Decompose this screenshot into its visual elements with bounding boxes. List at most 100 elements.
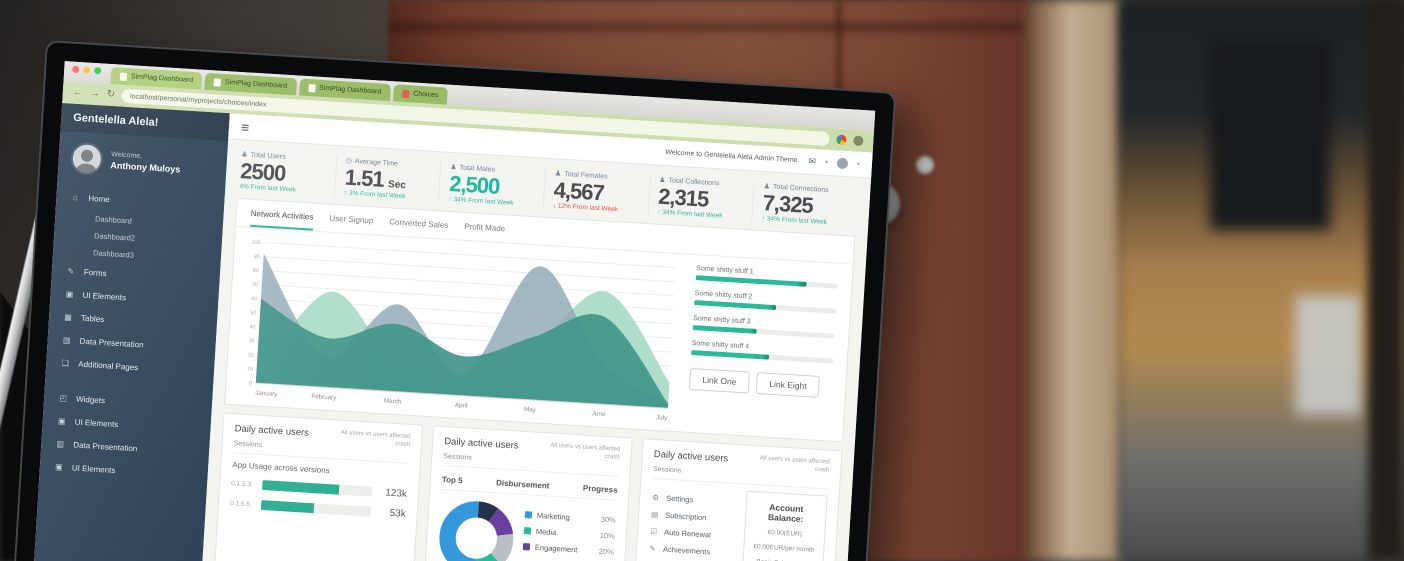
svg-text:40: 40 (249, 324, 255, 330)
background-door-frame (1026, 0, 1122, 561)
card-settings: Daily active users All users vs users af… (631, 438, 843, 561)
svg-text:80: 80 (253, 268, 259, 274)
progress-item: Some shitty stuff 4 (690, 340, 834, 364)
browser-tab[interactable]: Choices (392, 84, 448, 105)
svg-text:30: 30 (248, 339, 254, 345)
stat-tile-total-users: ♟ Total Users 2500 4% From last Week (237, 150, 336, 196)
background-dark-frame (1210, 40, 1330, 230)
app-usage-row: 0.1.5.3 123k (231, 478, 407, 500)
data-presentation-icon: ▥ (56, 439, 65, 449)
col-top5[interactable]: Top 5 (441, 474, 463, 486)
sidebar-item-label: Data Presentation (73, 440, 138, 454)
setting-label: Settings (665, 493, 694, 505)
setting-item-auto-renewal[interactable]: ☑ Auto Renewal (649, 527, 735, 541)
close-window-icon[interactable] (72, 65, 80, 73)
avatar (69, 141, 104, 176)
sidebar-item-label: Forms (83, 267, 107, 279)
setting-item-subscription[interactable]: ▤ Subscription (650, 510, 736, 524)
donut-chart (436, 498, 516, 561)
additional-pages-icon: ❏ (61, 358, 70, 368)
usage-track (261, 480, 373, 498)
app-usage-rows: 0.1.5.3 123k 0.1.5.5 53k (230, 478, 407, 520)
progress-fill (694, 300, 777, 311)
ui-elements-icon: ▣ (65, 289, 74, 300)
progress-fill (692, 325, 757, 335)
progress-item: Some shitty stuff 3 (692, 315, 835, 339)
setting-label: Auto Renewal (663, 527, 712, 540)
progress-fill (690, 350, 770, 361)
legend-swatch (523, 527, 532, 535)
main-content: ≡ Welcome to Gentelella Alela Admin Them… (195, 113, 873, 561)
tables-icon: ▦ (64, 312, 73, 323)
tab-favicon-icon (307, 83, 316, 93)
usage-fill (260, 500, 314, 514)
sidebar-menu: ⌂ Home Dashboard Dashboard2 Dashboard3 ✎ Forms… (39, 181, 225, 492)
refresh-icon[interactable]: ↻ (106, 88, 116, 101)
minimize-window-icon[interactable] (83, 65, 91, 74)
account-balance-box: Account Balance: €0.00(EUR) €0.00EUR/per… (741, 490, 828, 561)
usage-track (260, 500, 372, 518)
account-balance-amount: €0.00(EUR) (767, 528, 803, 539)
setting-item-settings[interactable]: ⚙ Settings (651, 493, 737, 507)
stat-unit: Sec (384, 178, 407, 192)
legend-label: Marketing (536, 510, 571, 522)
tab-favicon-icon (213, 77, 222, 87)
usage-value: 53k (389, 507, 407, 520)
sidebar-item-label: Home (88, 193, 110, 205)
progress-item: Some shitty stuff 2 (694, 290, 837, 315)
widgets-icon: ◰ (59, 393, 68, 403)
version-label: 0.1.5.3 (231, 480, 252, 489)
back-icon[interactable]: ← (72, 86, 84, 99)
home-icon: ⌂ (72, 192, 79, 203)
sidebar-item-label: Additional Pages (78, 359, 139, 373)
subscription-icon: ▤ (650, 509, 659, 520)
legend-label: Engagement (534, 542, 578, 555)
panel-sidebar: Some shitty stuff 1 Some shitty stuff 2 So… (672, 263, 840, 439)
laptop: SimPlag Dashboard SimPlag Dashboard SimPla… (8, 40, 897, 561)
legend-row-engagement: Engagement 20% (522, 542, 614, 557)
url-text: localhost/personal/myprojects/choices/in… (129, 92, 267, 109)
tab-converted-sales[interactable]: Converted Sales (388, 217, 449, 231)
usage-fill (261, 480, 340, 496)
maximize-window-icon[interactable] (94, 66, 102, 74)
legend-percent: 30% (600, 514, 617, 525)
navbar-welcome-text: Welcome to Gentelella Alela Admin Theme. (665, 149, 800, 165)
forward-icon[interactable]: → (89, 87, 101, 100)
app-usage-row: 0.1.5.5 53k (230, 498, 406, 520)
settings-icon: ⚙ (652, 492, 660, 503)
svg-text:June: June (592, 411, 606, 419)
col-progress[interactable]: Progress (582, 483, 618, 495)
hamburger-icon[interactable]: ≡ (240, 118, 250, 136)
browser-apps-icon[interactable] (836, 134, 847, 146)
svg-text:May: May (524, 406, 537, 414)
forms-icon: ✎ (67, 266, 75, 277)
svg-text:March: March (384, 398, 402, 406)
chevron-down-icon[interactable]: ▾ (856, 161, 861, 168)
tab-favicon-icon (119, 72, 128, 81)
setting-item-achievements[interactable]: ✎ Achievements (648, 544, 734, 558)
tab-network-activities[interactable]: Network Activities (249, 209, 314, 231)
link-one-button[interactable]: Link One (688, 368, 751, 394)
browser-profile-icon[interactable] (853, 135, 864, 147)
sidebar-item-label: UI Elements (71, 463, 116, 476)
tab-label: SimPlag Dashboard (318, 84, 382, 96)
bottom-cards: Daily active users All users vs users af… (212, 412, 843, 561)
tab-profit-made[interactable]: Profit Made (463, 222, 506, 234)
col-disbursement[interactable]: Disbursement (495, 478, 550, 491)
account-plan: Basic Subscription (749, 557, 816, 561)
account-balance-title: Account Balance: (767, 501, 804, 525)
svg-text:70: 70 (252, 282, 258, 288)
laptop-bezel: SimPlag Dashboard SimPlag Dashboard SimPla… (8, 40, 897, 561)
link-eight-button[interactable]: Link Eight (755, 372, 821, 399)
stat-tile-average-time: ◷ Average Time 1.51 Sec ↑ 3% From last Week (333, 155, 441, 203)
laptop-screen: SimPlag Dashboard SimPlag Dashboard SimPla… (28, 61, 876, 561)
sidebar-item-label: UI Elements (74, 417, 119, 430)
navbar-avatar[interactable] (836, 157, 849, 170)
chevron-down-icon[interactable]: ▾ (824, 159, 829, 166)
tab-user-signup[interactable]: User Signup (329, 213, 374, 226)
setting-label: Achievements (662, 544, 711, 557)
tab-favicon-icon (401, 89, 410, 98)
svg-text:20: 20 (248, 353, 254, 359)
mail-icon[interactable]: ✉ (808, 155, 817, 167)
ui-elements-icon: ▣ (57, 416, 66, 426)
